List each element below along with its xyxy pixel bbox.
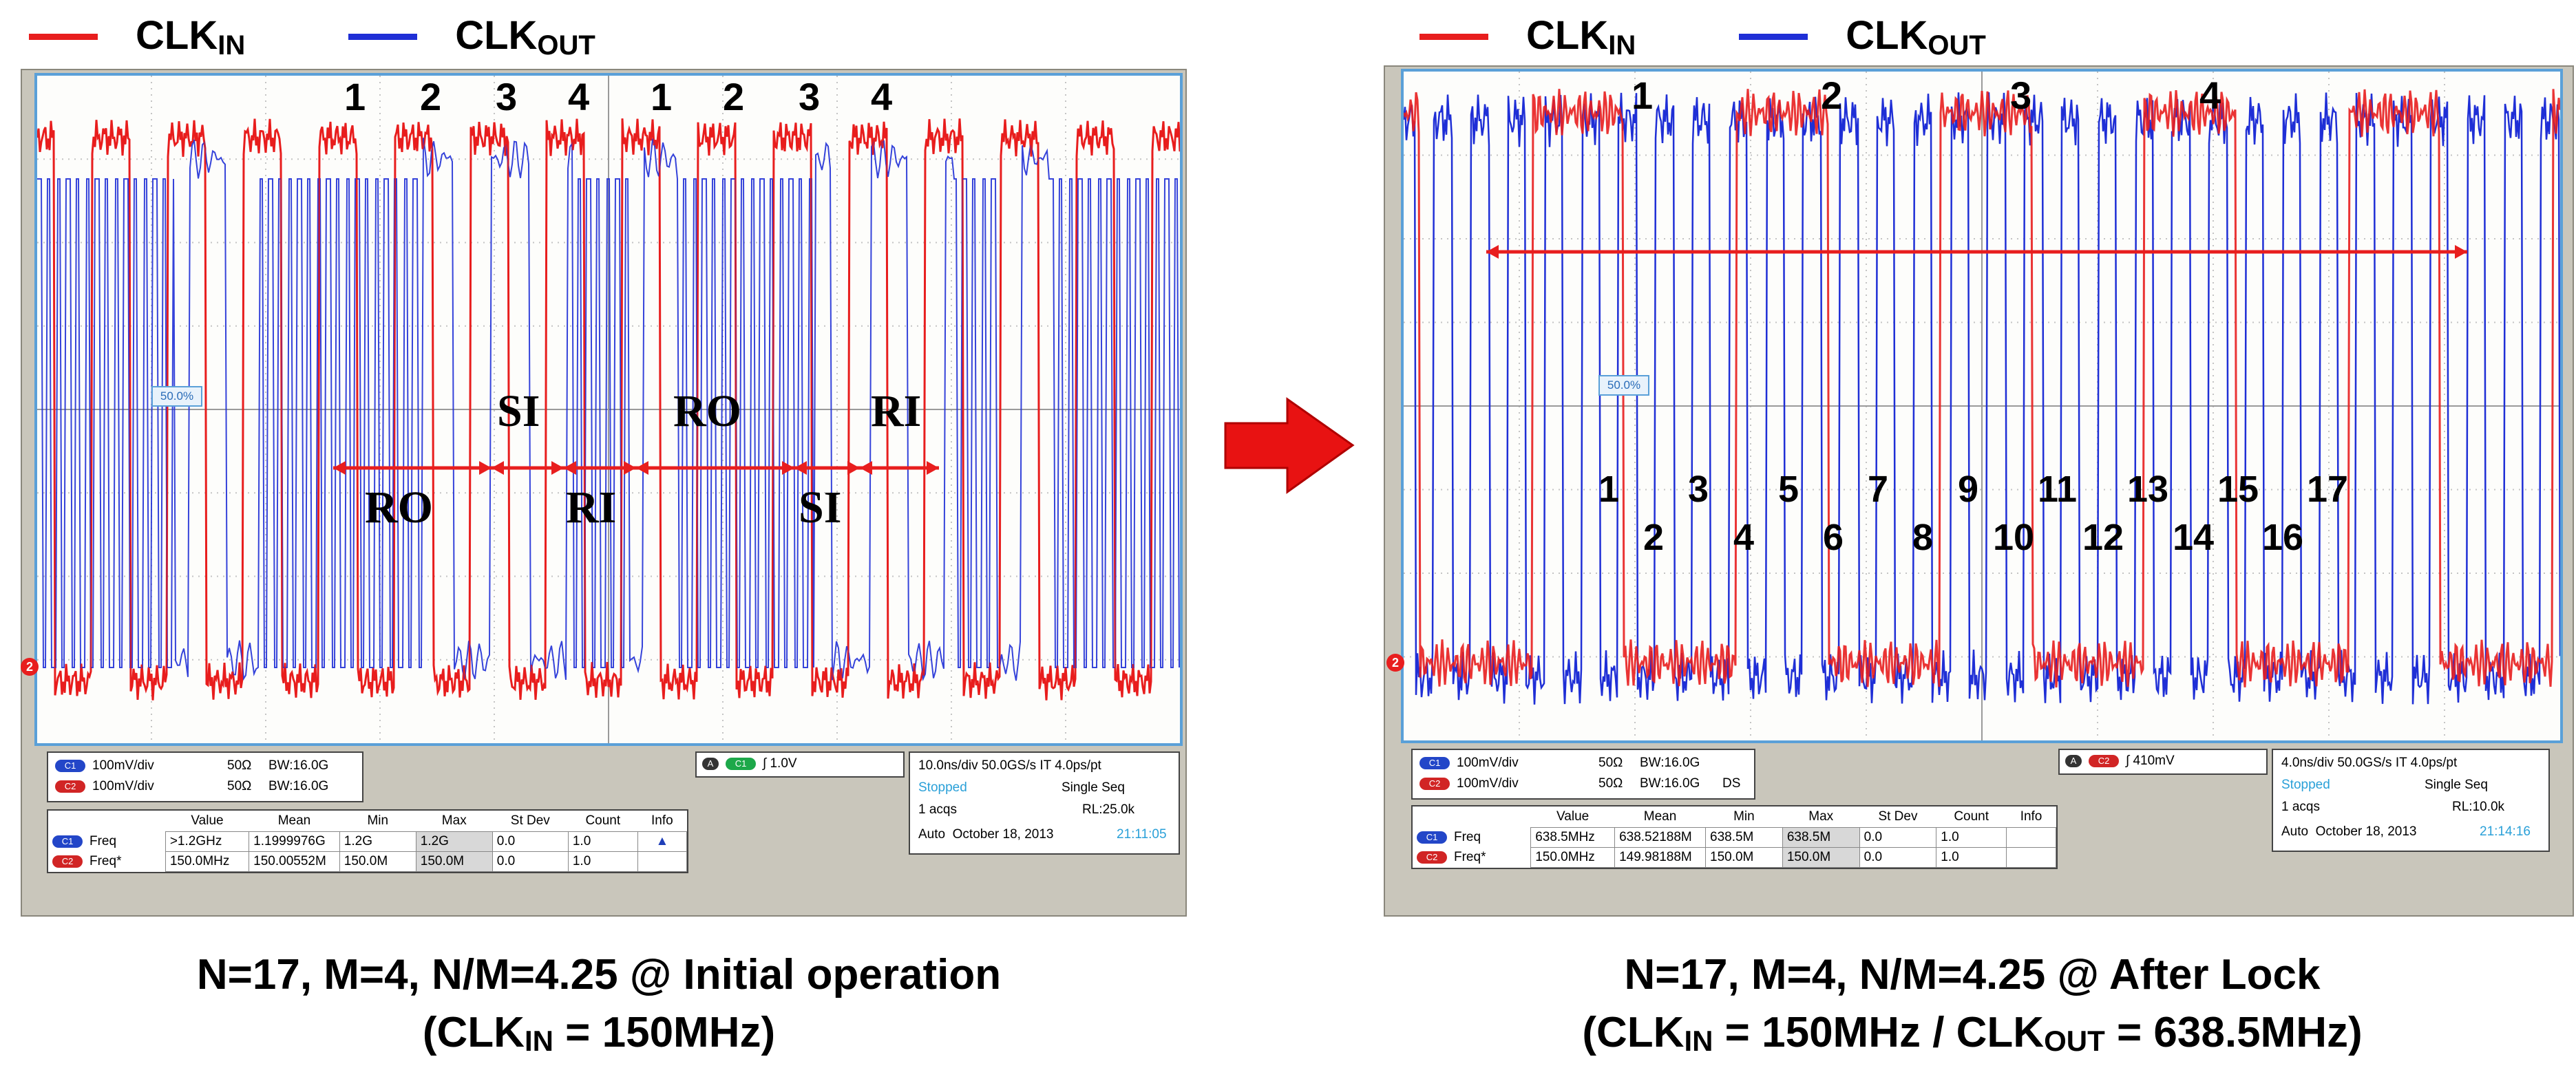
measurement-table-right: Value Mean Min Max St Dev Count Info C1 F… — [1411, 805, 2058, 869]
timebase-panel-right: 4.0ns/div 50.0GS/s IT 4.0ps/pt Stopped S… — [2272, 749, 2550, 852]
region-arrow-head-right — [847, 461, 860, 475]
caption-left-subtitle: (CLKIN = 150MHz) — [422, 1009, 776, 1057]
top-number: 1 — [344, 75, 366, 118]
legend-clk-out-line — [1739, 33, 1808, 40]
region-arrow-head-left — [794, 461, 807, 475]
cycle-number-label: 17 — [2307, 469, 2349, 510]
series-clk-out-line — [1404, 92, 2560, 705]
lock-span-arrow-head-right — [2455, 245, 2467, 259]
cycle-number-label: 10 — [1993, 517, 2035, 558]
region-arrow-head-right — [479, 461, 492, 475]
region-arrow-head-right — [551, 461, 564, 475]
top-number: 3 — [799, 75, 821, 118]
legend-clk-in-line — [29, 33, 98, 40]
region-arrow-head-left — [333, 461, 346, 475]
table-row: C2 Freq* 150.0MHz 150.00552M 150.0M 150.0… — [48, 851, 688, 872]
channel-settings-left: C1 100mV/div 50Ω BW:16.0G C2 100mV/div 50Ω… — [47, 751, 363, 802]
cycle-number-label: 9 — [1958, 469, 1979, 510]
series-clk-out-line — [37, 138, 1180, 682]
channel-settings-right: C1 100mV/div 50Ω BW:16.0G C2 100mV/div 50Ω… — [1411, 749, 1755, 800]
cycle-number-label: 5 — [1778, 469, 1799, 510]
cycle-number-label: 11 — [2038, 469, 2078, 510]
region-arrow-head-left — [564, 461, 576, 475]
region-arrow-head-right — [624, 461, 636, 475]
region-label-ro: RO — [673, 386, 741, 436]
cycle-number-label: 16 — [2262, 517, 2304, 558]
trigger-panel-right: A C2 ∫ 410mV — [2058, 749, 2268, 775]
table-row: C1 Freq >1.2GHz 1.1999976G 1.2G 1.2G 0.0 … — [48, 831, 688, 852]
cycle-number-label: 4 — [1733, 517, 1755, 558]
top-number: 2 — [420, 75, 442, 118]
cycle-number-label: 13 — [2127, 469, 2169, 510]
region-label-ro: RO — [365, 482, 433, 533]
timebase-panel-left: 10.0ns/div 50.0GS/s IT 4.0ps/pt Stopped … — [909, 751, 1180, 855]
legend-clk-in-label: CLKIN — [136, 12, 246, 61]
transition-arrow — [1224, 397, 1355, 494]
series-clk-in-overlay — [37, 118, 1180, 701]
cycle-number-label: 15 — [2217, 469, 2259, 510]
legend-clk-in-label: CLKIN — [1526, 12, 1636, 61]
caption-right-subtitle: (CLKIN = 150MHz / CLKOUT = 638.5MHz) — [1582, 1009, 2363, 1057]
region-arrow-head-right — [782, 461, 794, 475]
region-label-ri: RI — [871, 386, 922, 436]
top-number: 3 — [2010, 74, 2032, 117]
region-arrow-head-right — [927, 461, 939, 475]
legend-clk-out-label: CLKOUT — [455, 12, 595, 61]
cycle-number-label: 1 — [1598, 469, 1620, 510]
cycle-number-label: 12 — [2082, 517, 2124, 558]
marker-50-right: 50.0% — [1598, 375, 1649, 396]
measurement-table-left: Value Mean Min Max St Dev Count Info C1 F… — [47, 809, 688, 873]
channel-marker-left: 2 — [21, 658, 39, 676]
region-label-si: SI — [799, 482, 842, 533]
legend-right: CLKIN CLKOUT — [1419, 12, 2089, 61]
region-label-si: SI — [497, 386, 540, 436]
legend-clk-out-line — [348, 33, 418, 40]
top-number: 1 — [1632, 74, 1654, 117]
ch2-chip: C2 — [55, 780, 85, 793]
region-label-ri: RI — [566, 482, 617, 533]
top-number: 2 — [723, 75, 745, 118]
ch1-chip: C1 — [55, 759, 85, 772]
top-number: 4 — [2199, 74, 2221, 117]
legend-left: CLKIN CLKOUT — [29, 12, 699, 61]
series-clk-in-line — [1404, 89, 2560, 687]
region-arrow-head-left — [860, 461, 872, 475]
caption-left-title: N=17, M=4, N/M=4.25 @ Initial operation — [196, 951, 1002, 998]
cycle-number-label: 2 — [1643, 517, 1665, 558]
table-row: C1 Freq 638.5MHz 638.52188M 638.5M 638.5M… — [1413, 827, 2056, 848]
cycle-number-label: 6 — [1823, 517, 1844, 558]
region-arrow-head-left — [492, 461, 504, 475]
trigger-panel-left: A C1 ∫ 1.0V — [695, 751, 905, 778]
channel-marker-right: 2 — [1386, 654, 1404, 672]
region-arrow-head-left — [636, 461, 648, 475]
table-row: C2 Freq* 150.0MHz 149.98188M 150.0M 150.0… — [1413, 847, 2056, 868]
marker-50-left: 50.0% — [151, 386, 202, 407]
lock-span-arrow-head-left — [1486, 245, 1499, 259]
cycle-number-label: 3 — [1688, 469, 1709, 510]
top-number: 1 — [651, 75, 673, 118]
caption-right-title: N=17, M=4, N/M=4.25 @ After Lock — [1624, 951, 2321, 998]
legend-clk-in-line — [1419, 33, 1488, 40]
scope-screen-left — [34, 73, 1183, 746]
waveform-plot-right — [1404, 72, 2560, 740]
cycle-number-label: 14 — [2173, 517, 2215, 558]
waveform-plot-left — [37, 76, 1180, 743]
legend-clk-out-label: CLKOUT — [1846, 12, 1986, 61]
warning-icon: ▲ — [637, 831, 688, 852]
scope-screen-right — [1401, 69, 2563, 743]
top-number: 4 — [568, 75, 590, 118]
top-number: 2 — [1821, 74, 1843, 117]
caption-right: N=17, M=4, N/M=4.25 @ After Lock (CLKIN … — [1373, 946, 2571, 1070]
caption-left: N=17, M=4, N/M=4.25 @ Initial operation … — [0, 946, 1198, 1070]
top-number: 3 — [496, 75, 518, 118]
top-number: 4 — [871, 75, 893, 118]
cycle-number-label: 7 — [1868, 469, 1889, 510]
cycle-number-label: 8 — [1912, 517, 1934, 558]
